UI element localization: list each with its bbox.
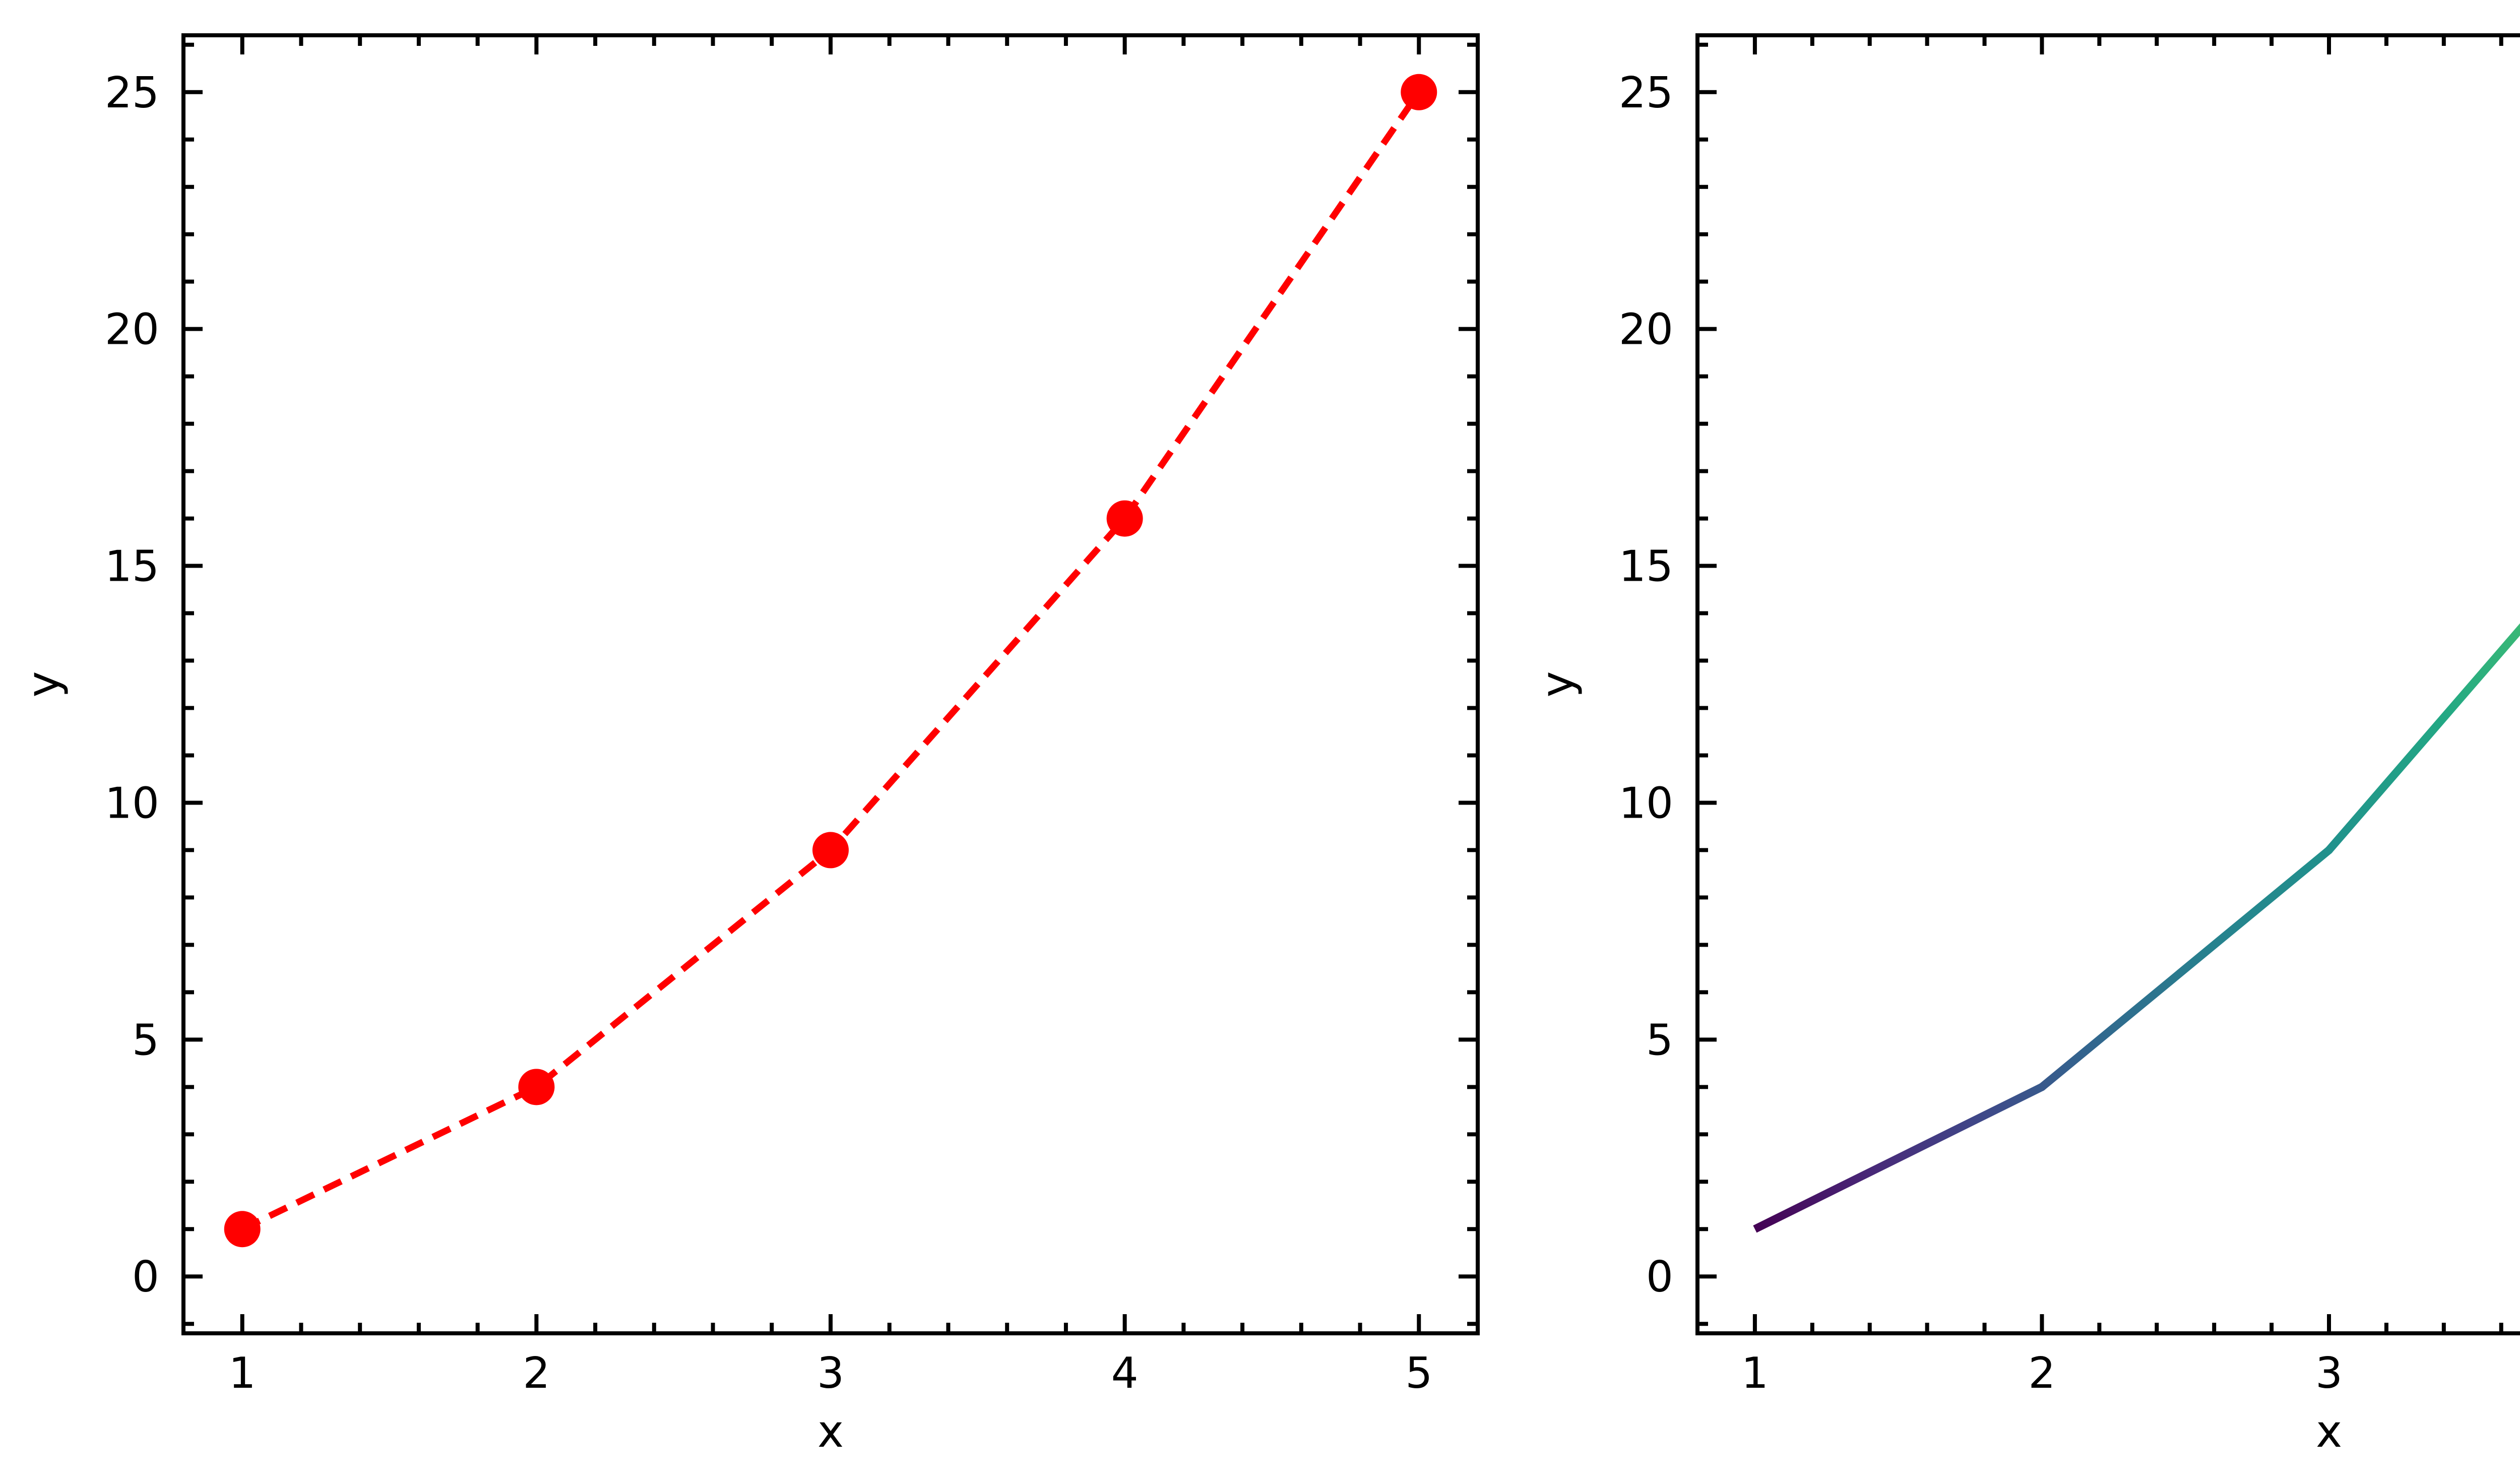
y-tick-label: 5 (1646, 1015, 1673, 1065)
data-line-gradient (1753, 623, 2520, 1233)
x-tick-label: 3 (2315, 1348, 2343, 1398)
data-point-marker (1401, 74, 1437, 110)
data-line-segment (2039, 847, 2332, 1090)
y-tick-label: 15 (1619, 542, 1673, 592)
data-point-marker (224, 1211, 261, 1248)
y-tick-label: 5 (132, 1015, 159, 1065)
x-tick-label: 5 (1405, 1348, 1432, 1398)
y-tick-label: 0 (132, 1252, 159, 1302)
y-tick-label: 10 (1619, 778, 1673, 828)
segment-joint (2038, 1083, 2046, 1091)
data-line-segment (2325, 623, 2520, 853)
x-tick-label: 2 (523, 1348, 550, 1398)
y-tick-label: 20 (105, 305, 159, 355)
x-axis-label: x (2316, 1405, 2342, 1457)
x-tick-label: 1 (229, 1348, 256, 1398)
y-axis-label: y (1531, 671, 1583, 697)
data-point-marker (1106, 500, 1143, 537)
x-tick-label: 2 (2028, 1348, 2055, 1398)
left-axes-panel: 1 2 3 4 5 0 5 10 15 20 25 x y (17, 33, 1480, 1457)
data-line-segment (1753, 1083, 2044, 1233)
data-point-marker (812, 832, 849, 869)
x-axis-label: x (817, 1405, 844, 1457)
y-axis-label: y (17, 671, 69, 697)
segment-joint (2325, 846, 2333, 854)
tick-labels: 1 2 3 4 5 0 5 10 15 20 25 (105, 68, 1432, 1398)
x-tick-label: 4 (1111, 1348, 1139, 1398)
y-tick-label: 10 (105, 778, 159, 828)
ticks (183, 35, 1478, 1333)
data-markers (224, 74, 1437, 1248)
y-tick-label: 25 (1619, 68, 1673, 118)
x-tick-label: 3 (817, 1348, 844, 1398)
x-tick-label: 1 (1741, 1348, 1769, 1398)
axes-spines (181, 33, 1480, 1335)
y-tick-label: 0 (1646, 1252, 1673, 1302)
y-tick-label: 20 (1619, 305, 1673, 355)
axes-spines (1695, 33, 2520, 1335)
ticks (1697, 35, 2503, 1333)
data-line-dashed (240, 90, 1422, 1232)
y-tick-label: 25 (105, 68, 159, 118)
data-point-marker (518, 1069, 555, 1105)
y-tick-label: 15 (105, 542, 159, 592)
